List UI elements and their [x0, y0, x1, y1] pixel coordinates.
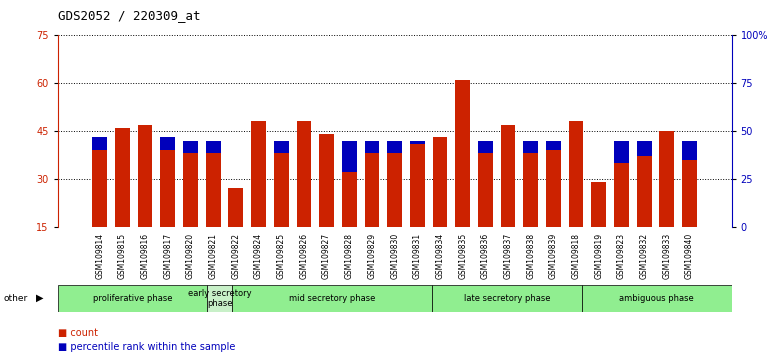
Bar — [206, 153, 220, 227]
Bar — [274, 141, 289, 153]
Bar — [342, 172, 357, 227]
Bar — [160, 150, 175, 227]
Text: other: other — [4, 294, 28, 303]
Bar — [478, 153, 493, 227]
Bar — [207, 285, 233, 312]
Bar — [387, 153, 402, 227]
Bar — [183, 141, 198, 153]
Bar — [233, 285, 432, 312]
Bar — [320, 134, 334, 227]
Bar — [92, 150, 107, 227]
Text: ambiguous phase: ambiguous phase — [619, 294, 694, 303]
Bar — [92, 137, 107, 150]
Bar — [582, 285, 732, 312]
Bar — [229, 188, 243, 227]
Bar — [591, 182, 606, 227]
Bar — [546, 150, 561, 227]
Bar — [432, 285, 582, 312]
Bar — [637, 156, 651, 227]
Bar — [387, 141, 402, 153]
Bar — [569, 121, 584, 227]
Bar — [546, 141, 561, 150]
Bar — [614, 141, 629, 163]
Bar — [410, 141, 425, 144]
Text: ■ percentile rank within the sample: ■ percentile rank within the sample — [58, 342, 235, 352]
Bar — [659, 131, 675, 227]
Text: late secretory phase: late secretory phase — [464, 294, 551, 303]
Text: GDS2052 / 220309_at: GDS2052 / 220309_at — [58, 9, 200, 22]
Bar — [410, 144, 425, 227]
Bar — [251, 121, 266, 227]
Bar — [682, 141, 697, 160]
Text: ■ count: ■ count — [58, 328, 98, 338]
Bar — [364, 153, 380, 227]
Bar — [160, 137, 175, 150]
Bar — [58, 285, 207, 312]
Bar — [364, 141, 380, 153]
Bar — [614, 163, 629, 227]
Bar — [296, 121, 311, 227]
Bar — [524, 153, 538, 227]
Bar — [455, 80, 470, 227]
Text: ▶: ▶ — [36, 293, 44, 303]
Bar — [500, 125, 515, 227]
Bar — [524, 141, 538, 153]
Bar — [206, 141, 220, 153]
Bar — [115, 128, 130, 227]
Bar — [478, 141, 493, 153]
Bar — [433, 137, 447, 227]
Text: mid secretory phase: mid secretory phase — [289, 294, 376, 303]
Text: early secretory
phase: early secretory phase — [188, 289, 252, 308]
Bar — [274, 153, 289, 227]
Bar — [637, 141, 651, 156]
Bar — [138, 125, 152, 227]
Text: proliferative phase: proliferative phase — [93, 294, 172, 303]
Bar — [682, 160, 697, 227]
Bar — [342, 141, 357, 172]
Bar — [183, 153, 198, 227]
